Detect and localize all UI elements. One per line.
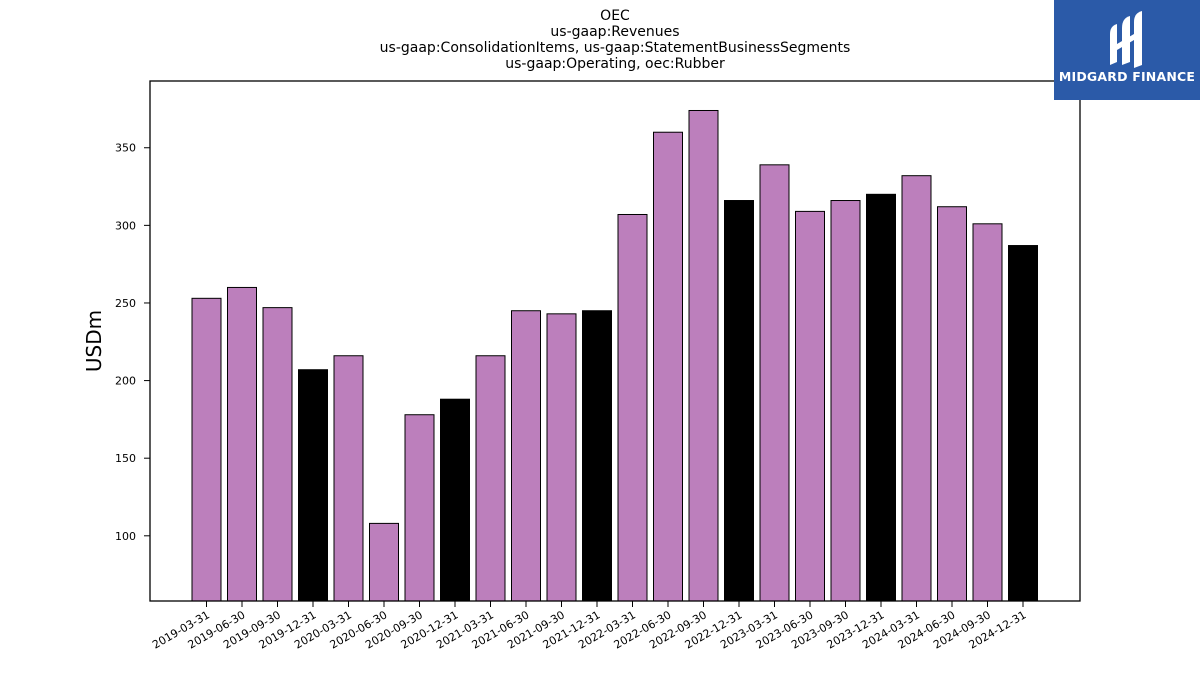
bar-2019-12-31: [298, 369, 328, 602]
bar-2023-12-31: [866, 193, 896, 602]
chart-title-line-1: OEC: [600, 8, 630, 24]
plot-frame: [149, 80, 1081, 602]
bar-2024-06-30: [937, 206, 967, 602]
bar-2019-06-30: [227, 286, 257, 602]
y-tick-label-200: 200: [115, 375, 136, 388]
y-tick-label-150: 150: [115, 452, 136, 465]
bar-2022-12-31: [724, 200, 754, 602]
logo-text: MIDGARD FINANCE: [1058, 69, 1196, 84]
chart-title-line-2: us-gaap:Revenues: [550, 24, 680, 40]
bar-2020-09-30: [404, 414, 435, 602]
bar-2023-09-30: [830, 200, 861, 602]
y-tick-label-350: 350: [115, 142, 136, 155]
y-tick-label-100: 100: [115, 530, 136, 543]
bar-2022-03-31: [617, 213, 648, 602]
bar-2021-03-31: [475, 355, 506, 602]
bar-2023-03-31: [759, 164, 790, 602]
chart-title-line-4: us-gaap:Operating, oec:Rubber: [505, 56, 725, 72]
bar-2021-09-30: [546, 313, 577, 602]
bar-2022-09-30: [688, 109, 719, 602]
midgard-logo-icon: [1110, 11, 1142, 68]
y-tick-label-250: 250: [115, 297, 136, 310]
bar-2019-03-31: [191, 297, 222, 602]
bar-2021-12-31: [582, 310, 612, 602]
bar-2020-12-31: [440, 398, 470, 602]
y-tick-label-300: 300: [115, 219, 136, 232]
bar-2024-12-31: [1008, 245, 1038, 602]
bar-2024-09-30: [972, 223, 1003, 602]
bar-2023-06-30: [795, 210, 825, 602]
bar-2020-03-31: [333, 355, 364, 602]
bar-2022-06-30: [653, 131, 683, 602]
bar-2020-06-30: [369, 522, 399, 602]
y-axis-label: USDm: [82, 310, 106, 372]
bar-2024-03-31: [901, 175, 932, 602]
bar-2021-06-30: [511, 310, 541, 602]
bar-2019-09-30: [262, 307, 293, 602]
brand-logo: MIDGARD FINANCE: [1054, 0, 1200, 100]
chart-title-line-3: us-gaap:ConsolidationItems, us-gaap:Stat…: [379, 40, 851, 56]
